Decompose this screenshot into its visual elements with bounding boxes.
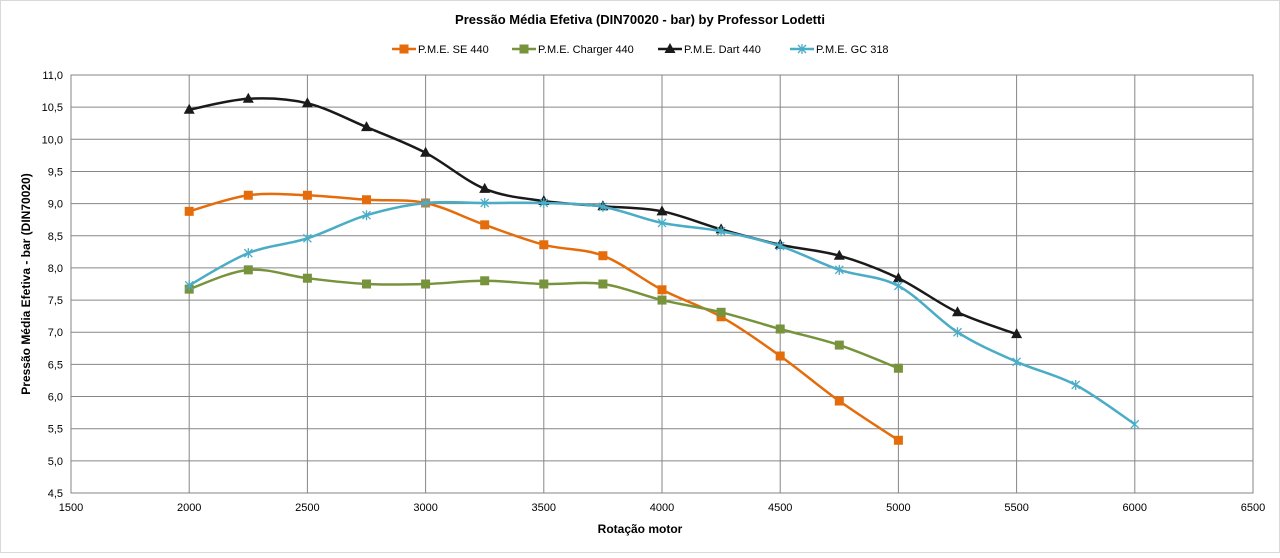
- data-point: [834, 340, 844, 350]
- axes: 4,5 5,0 5,5 6,0 6,5 7,0 7,5 8,0 8,5 9,0 9,5 10,0 10,…: [42, 70, 1266, 514]
- x-tick-label: 5000: [886, 502, 910, 514]
- x-tick-label: 2000: [177, 502, 201, 514]
- data-point: [657, 217, 667, 228]
- x-axis-label: Rotação motor: [598, 522, 683, 536]
- legend-label: P.M.E. Charger 440: [538, 44, 634, 56]
- legend-label: P.M.E. GC 318: [816, 44, 889, 56]
- x-tick-label: 1500: [59, 502, 83, 514]
- data-point: [598, 201, 608, 212]
- x-tick-label: 6000: [1123, 502, 1147, 514]
- x-tick-label: 3500: [532, 502, 556, 514]
- legend-item: P.M.E. Charger 440: [512, 44, 634, 56]
- data-point: [834, 264, 844, 275]
- x-tick-label: 4500: [768, 502, 792, 514]
- data-point: [421, 279, 431, 289]
- y-tick-label: 8,5: [48, 231, 63, 243]
- legend-item: P.M.E. GC 318: [790, 44, 889, 56]
- chart-title: Pressão Média Efetiva (DIN70020 - bar) b…: [455, 12, 825, 27]
- data-point: [301, 97, 313, 108]
- data-point: [1130, 419, 1140, 430]
- y-tick-label: 9,0: [48, 199, 63, 211]
- x-tick-label: 2500: [295, 502, 319, 514]
- legend-marker: [797, 44, 807, 54]
- y-tick-label: 10,0: [42, 134, 63, 146]
- data-point: [480, 197, 490, 208]
- data-point: [893, 280, 903, 291]
- data-point: [243, 265, 253, 275]
- data-point: [657, 285, 667, 295]
- data-point: [184, 206, 194, 216]
- x-tick-label: 5500: [1004, 502, 1028, 514]
- data-point: [893, 363, 903, 373]
- legend-item: P.M.E. SE 440: [392, 44, 489, 56]
- y-tick-label: 6,0: [48, 392, 63, 404]
- data-point: [539, 240, 549, 250]
- data-point: [833, 249, 845, 260]
- data-point: [243, 248, 253, 259]
- data-point: [716, 312, 726, 322]
- data-point: [362, 195, 371, 205]
- data-point: [479, 182, 491, 193]
- x-tick-label: 4000: [650, 502, 674, 514]
- y-tick-label: 9,5: [48, 166, 63, 178]
- data-point: [775, 241, 785, 252]
- data-point: [302, 233, 312, 244]
- data-point: [302, 273, 312, 283]
- y-tick-label: 5,0: [48, 456, 63, 468]
- y-tick-label: 10,5: [42, 102, 63, 114]
- data-point: [775, 351, 785, 361]
- data-point: [656, 205, 668, 216]
- data-point: [539, 197, 549, 208]
- data-point: [362, 210, 371, 221]
- data-point: [953, 327, 962, 338]
- data-point: [242, 92, 254, 103]
- legend-label: P.M.E. Dart 440: [684, 44, 761, 56]
- data-point: [657, 295, 667, 305]
- data-point: [420, 146, 432, 157]
- y-tick-label: 11,0: [42, 70, 63, 82]
- y-tick-label: 7,0: [48, 327, 63, 339]
- data-point: [598, 251, 608, 261]
- legend-label: P.M.E. SE 440: [418, 44, 489, 56]
- legend-marker: [399, 44, 409, 54]
- y-tick-label: 4,5: [48, 488, 63, 500]
- data-point: [421, 197, 431, 208]
- legend-marker: [664, 43, 676, 53]
- data-point: [952, 306, 963, 317]
- data-point: [183, 103, 195, 114]
- y-tick-label: 7,5: [48, 295, 63, 307]
- y-tick-label: 6,5: [48, 359, 63, 371]
- data-point: [892, 272, 904, 283]
- data-point: [184, 280, 194, 291]
- data-point: [1071, 379, 1081, 390]
- x-tick-label: 3000: [413, 502, 437, 514]
- data-point: [775, 324, 785, 334]
- data-point: [1011, 328, 1023, 339]
- legend: P.M.E. SE 440 P.M.E. Charger 440 P.M.E. Da…: [392, 43, 889, 56]
- data-point: [539, 279, 549, 289]
- legend-item: P.M.E. Dart 440: [658, 43, 761, 56]
- data-point: [362, 279, 371, 289]
- x-tick-label: 6500: [1241, 502, 1265, 514]
- data-point: [893, 435, 903, 445]
- data-point: [361, 121, 372, 132]
- data-point: [480, 276, 490, 286]
- data-point: [243, 190, 253, 200]
- data-point: [1012, 356, 1022, 367]
- y-axis-label: Pressão Média Efetiva - bar (DIN70020): [19, 173, 33, 394]
- data-point: [716, 226, 726, 237]
- y-tick-label: 5,5: [48, 424, 63, 436]
- data-point: [302, 190, 312, 200]
- data-point: [598, 279, 608, 289]
- series-group: [183, 92, 1140, 445]
- data-point: [480, 220, 490, 230]
- series-1: [184, 265, 903, 373]
- data-point: [716, 307, 726, 317]
- legend-marker: [519, 44, 529, 54]
- plot-area: [70, 74, 1254, 494]
- series-3: [184, 197, 1140, 430]
- y-tick-label: 8,0: [48, 263, 63, 275]
- data-point: [834, 396, 844, 406]
